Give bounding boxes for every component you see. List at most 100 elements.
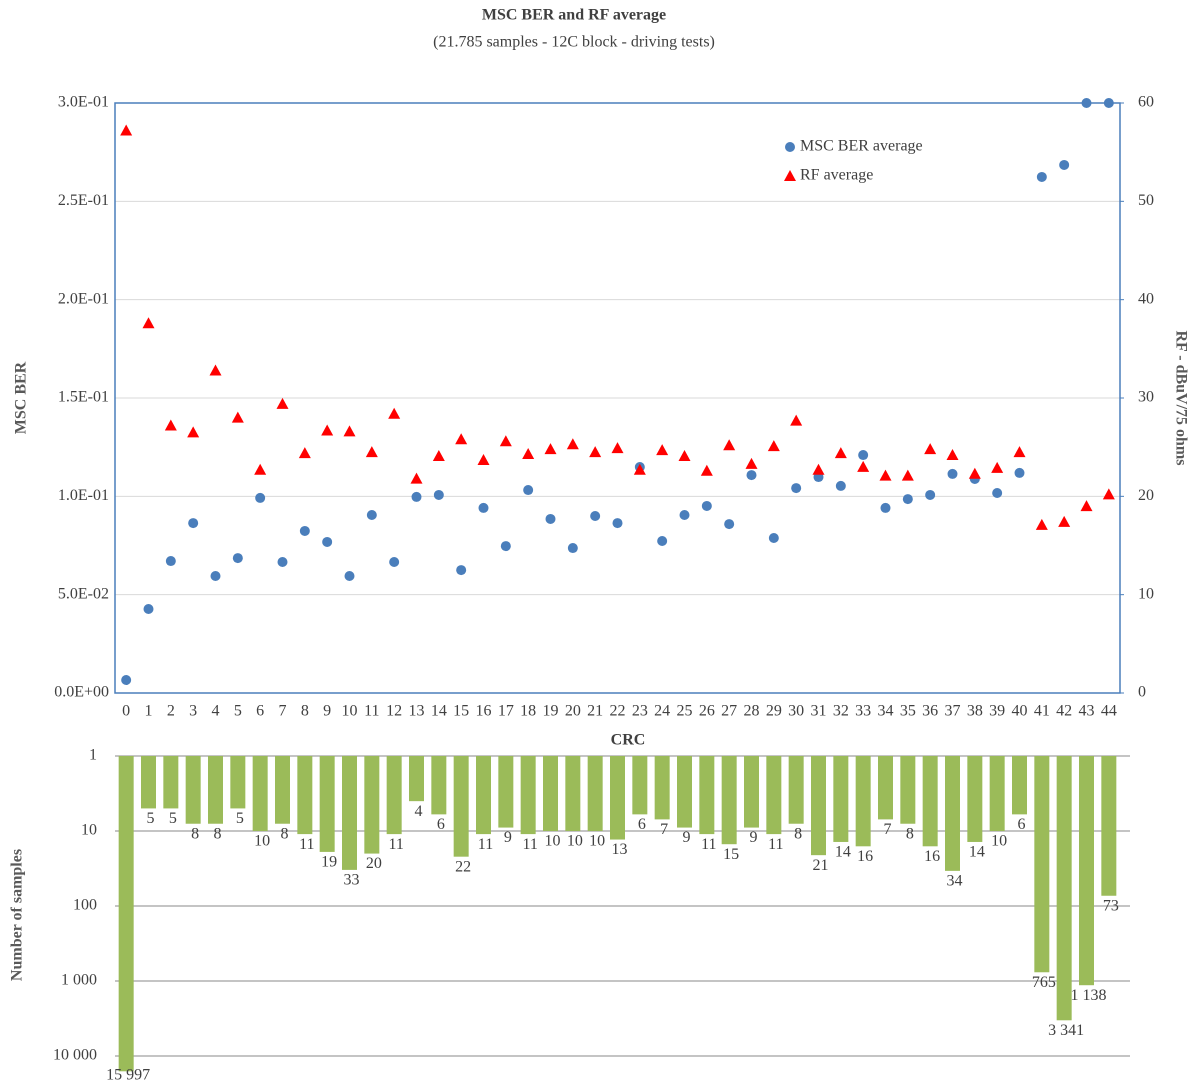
bar — [498, 756, 514, 828]
point — [812, 463, 825, 475]
point — [924, 443, 937, 455]
point — [612, 518, 623, 529]
x-tick-label: 7 — [279, 703, 287, 720]
data-label: 8 — [281, 825, 289, 842]
point — [433, 489, 444, 500]
x-tick-label: 33 — [855, 703, 871, 720]
data-label: 11 — [701, 836, 716, 853]
point — [544, 443, 557, 455]
data-label: 10 — [545, 833, 561, 850]
point — [276, 397, 289, 409]
point — [1035, 518, 1048, 530]
x-tick-label: 27 — [721, 703, 737, 720]
x-tick-label: 37 — [945, 703, 961, 720]
x-tick-label: 18 — [520, 703, 536, 720]
x-tick-label: 5 — [234, 703, 242, 720]
point — [724, 519, 735, 530]
data-label: 4 — [415, 803, 423, 820]
bar — [632, 756, 648, 815]
x-tick-label: 9 — [323, 703, 331, 720]
data-label: 9 — [504, 829, 512, 846]
point — [835, 480, 846, 491]
point — [723, 439, 736, 451]
y2-tick-label: 60 — [1138, 94, 1154, 111]
x-tick-label: 20 — [565, 703, 581, 720]
x-tick-label: 8 — [301, 703, 309, 720]
y2-tick-label: 10 — [1138, 585, 1154, 602]
data-label: 5 — [236, 810, 244, 827]
data-label: 16 — [924, 848, 940, 865]
bar — [744, 756, 759, 828]
y2-axis-title: RF - dBuV/75 ohms — [1172, 331, 1189, 466]
point — [633, 463, 646, 475]
point — [366, 510, 377, 521]
data-label: 11 — [388, 836, 403, 853]
x-tick-label: 36 — [922, 703, 938, 720]
y-tick-label: 3.0E-01 — [58, 94, 109, 111]
y-tick-label: 10 000 — [53, 1047, 97, 1064]
x-tick-label: 22 — [610, 703, 626, 720]
data-label: 14 — [969, 844, 985, 861]
point — [901, 469, 914, 481]
bar — [476, 756, 491, 835]
point — [500, 541, 511, 552]
x-tick-label: 23 — [632, 703, 648, 720]
bar — [208, 756, 223, 824]
legend-marker — [784, 170, 796, 181]
bar — [654, 756, 670, 820]
bar — [587, 756, 603, 831]
bar — [610, 756, 625, 840]
bar — [699, 756, 715, 835]
point — [299, 525, 310, 536]
x-tick-label: 1 — [145, 703, 153, 720]
data-label: 21 — [813, 857, 829, 874]
point — [209, 364, 222, 376]
point — [322, 536, 333, 547]
bar — [141, 756, 156, 809]
bar — [1101, 756, 1117, 896]
point — [388, 407, 401, 419]
point — [321, 424, 334, 436]
bar — [1012, 756, 1027, 815]
y2-tick-label: 40 — [1138, 290, 1154, 307]
x-tick-label: 6 — [256, 703, 264, 720]
point — [389, 557, 400, 568]
point — [880, 502, 891, 513]
data-label: 8 — [191, 825, 199, 842]
x-tick-label: 28 — [744, 703, 760, 720]
point — [678, 450, 691, 462]
y-tick-label: 2.0E-01 — [58, 290, 109, 307]
bar — [900, 756, 916, 824]
y-tick-label: 100 — [73, 897, 97, 914]
bar — [252, 756, 268, 831]
point — [657, 535, 668, 546]
point — [701, 500, 712, 511]
point — [1102, 488, 1115, 500]
point — [791, 483, 802, 494]
x-tick-label: 40 — [1012, 703, 1028, 720]
bar — [118, 756, 134, 1072]
point — [188, 518, 199, 529]
data-label: 8 — [794, 825, 802, 842]
point — [545, 513, 556, 524]
data-label: 10 — [567, 833, 583, 850]
x-tick-label: 11 — [364, 703, 379, 720]
point — [567, 543, 578, 554]
y-tick-label: 5.0E-02 — [58, 585, 109, 602]
point — [925, 489, 936, 500]
point — [231, 411, 244, 423]
x-tick-label: 17 — [498, 703, 514, 720]
bar — [945, 756, 960, 871]
point — [477, 453, 490, 465]
data-label: 6 — [638, 816, 646, 833]
x-tick-label: 16 — [476, 703, 492, 720]
bar — [922, 756, 938, 847]
point — [566, 438, 579, 450]
y-tick-label: 1 000 — [61, 972, 97, 989]
x-tick-label: 41 — [1034, 703, 1050, 720]
x-tick-label: 30 — [788, 703, 804, 720]
data-label: 3 341 — [1048, 1022, 1084, 1039]
x-tick-label: 32 — [833, 703, 849, 720]
bar — [1034, 756, 1050, 973]
